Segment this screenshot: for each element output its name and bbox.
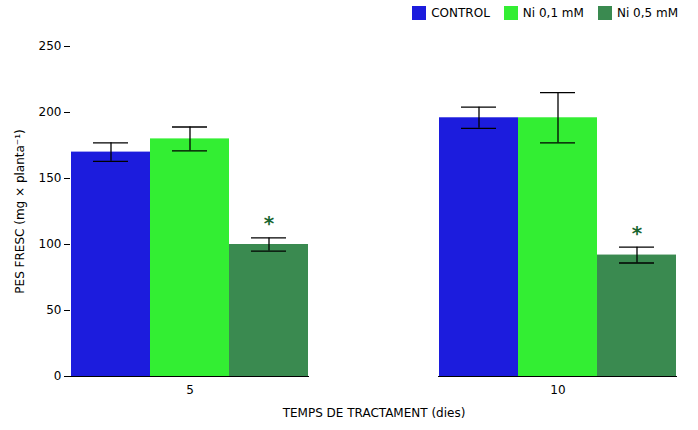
html-text:Ni 0,5 mM: Ni 0,5 mM (616, 6, 678, 20)
svg-text:*: * (264, 211, 275, 235)
svg-text:250: 250 (39, 39, 62, 53)
html-text:Ni 0,1 mM: Ni 0,1 mM (522, 6, 584, 20)
svg-text:200: 200 (39, 105, 62, 119)
svg-text:PES FRESC (mg × planta⁻¹): PES FRESC (mg × planta⁻¹) (13, 129, 27, 293)
svg-text:100: 100 (39, 237, 62, 251)
svg-text:50: 50 (46, 303, 61, 317)
svg-text:*: * (632, 221, 643, 245)
html-text:CONTROL: CONTROL (431, 6, 490, 20)
svg-text:0: 0 (54, 369, 62, 383)
svg-text:5: 5 (186, 383, 194, 397)
svg-text:150: 150 (39, 171, 62, 185)
svg-text:TEMPS DE TRACTAMENT (dies): TEMPS DE TRACTAMENT (dies) (282, 406, 466, 420)
svg-text:10: 10 (550, 383, 565, 397)
